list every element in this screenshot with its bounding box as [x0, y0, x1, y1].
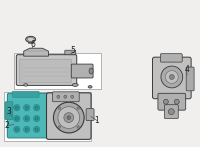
- Circle shape: [15, 106, 18, 109]
- Circle shape: [174, 99, 179, 104]
- FancyBboxPatch shape: [47, 93, 91, 139]
- Ellipse shape: [89, 68, 93, 74]
- FancyBboxPatch shape: [160, 54, 182, 62]
- FancyBboxPatch shape: [20, 59, 71, 83]
- Circle shape: [53, 102, 84, 133]
- FancyBboxPatch shape: [28, 39, 33, 43]
- FancyBboxPatch shape: [14, 53, 101, 89]
- Text: 6: 6: [30, 40, 35, 49]
- Circle shape: [77, 107, 80, 109]
- FancyBboxPatch shape: [4, 92, 91, 141]
- Circle shape: [165, 71, 178, 83]
- FancyBboxPatch shape: [71, 64, 93, 78]
- Circle shape: [33, 115, 40, 122]
- Circle shape: [7, 107, 10, 110]
- FancyBboxPatch shape: [16, 55, 77, 85]
- Circle shape: [77, 126, 80, 128]
- Circle shape: [163, 99, 168, 104]
- Circle shape: [7, 112, 10, 115]
- Circle shape: [14, 126, 20, 133]
- Circle shape: [14, 115, 20, 122]
- Circle shape: [33, 105, 40, 111]
- Circle shape: [64, 113, 74, 123]
- FancyBboxPatch shape: [52, 92, 79, 102]
- Circle shape: [33, 126, 40, 133]
- Circle shape: [24, 105, 30, 111]
- Text: 2: 2: [5, 121, 9, 130]
- FancyBboxPatch shape: [5, 102, 13, 120]
- Polygon shape: [24, 48, 48, 56]
- Circle shape: [161, 66, 183, 88]
- Circle shape: [58, 107, 61, 109]
- Circle shape: [67, 116, 71, 119]
- Circle shape: [24, 115, 30, 122]
- FancyBboxPatch shape: [86, 109, 94, 121]
- Circle shape: [169, 75, 174, 79]
- Circle shape: [15, 128, 18, 131]
- Text: 1: 1: [95, 116, 99, 125]
- Circle shape: [58, 126, 61, 128]
- Circle shape: [168, 109, 174, 115]
- Circle shape: [35, 106, 38, 109]
- Text: 4: 4: [185, 65, 190, 74]
- FancyBboxPatch shape: [7, 93, 48, 138]
- FancyBboxPatch shape: [186, 67, 194, 91]
- Ellipse shape: [72, 83, 78, 86]
- Circle shape: [35, 117, 38, 120]
- Text: 5: 5: [71, 46, 76, 55]
- Circle shape: [15, 117, 18, 120]
- Ellipse shape: [26, 36, 36, 42]
- Circle shape: [14, 105, 20, 111]
- Circle shape: [25, 117, 28, 120]
- Ellipse shape: [24, 84, 28, 86]
- FancyBboxPatch shape: [65, 50, 76, 55]
- Ellipse shape: [88, 86, 92, 88]
- Circle shape: [25, 128, 28, 131]
- Circle shape: [24, 126, 30, 133]
- FancyBboxPatch shape: [152, 57, 191, 99]
- FancyBboxPatch shape: [164, 105, 178, 119]
- Circle shape: [35, 128, 38, 131]
- Circle shape: [71, 95, 74, 98]
- Circle shape: [64, 95, 67, 98]
- Text: 3: 3: [6, 107, 11, 116]
- Circle shape: [57, 95, 60, 98]
- FancyBboxPatch shape: [12, 91, 39, 97]
- Circle shape: [25, 106, 28, 109]
- FancyBboxPatch shape: [158, 93, 186, 110]
- Ellipse shape: [27, 37, 34, 41]
- Circle shape: [58, 107, 80, 128]
